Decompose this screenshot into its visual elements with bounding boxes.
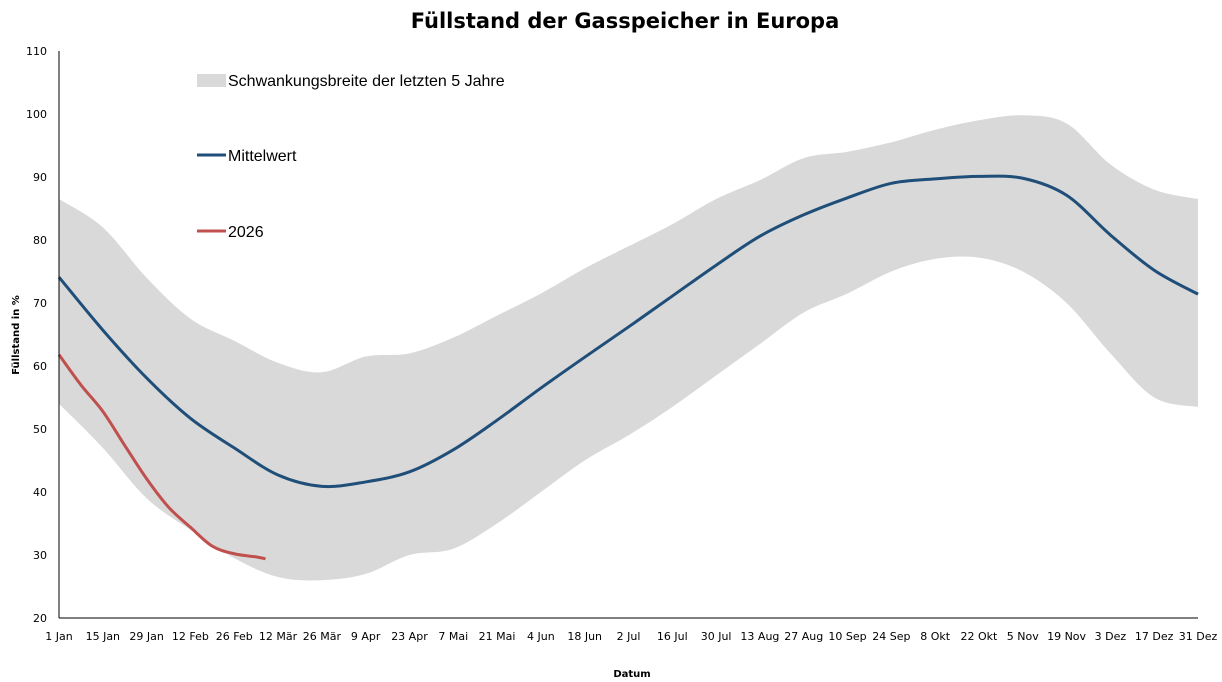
y-tick-label: 20 bbox=[33, 612, 47, 625]
x-tick-label: 9 Apr bbox=[351, 630, 381, 643]
x-tick-label: 30 Jul bbox=[701, 630, 732, 643]
x-tick-label: 26 Feb bbox=[216, 630, 253, 643]
legend-swatch-band bbox=[197, 74, 226, 87]
x-tick-label: 8 Okt bbox=[920, 630, 951, 643]
x-tick-label: 15 Jan bbox=[86, 630, 120, 643]
chart-title: Füllstand der Gasspeicher in Europa bbox=[411, 9, 840, 33]
x-tick-label: 10 Sep bbox=[828, 630, 866, 643]
x-tick-label: 23 Apr bbox=[391, 630, 428, 643]
x-tick-label: 27 Aug bbox=[784, 630, 823, 643]
x-tick-label: 5 Nov bbox=[1007, 630, 1039, 643]
x-tick-label: 7 Mai bbox=[438, 630, 468, 643]
y-tick-label: 30 bbox=[33, 549, 47, 562]
x-tick-label: 26 Mär bbox=[303, 630, 342, 643]
y-tick-label: 70 bbox=[33, 297, 47, 310]
y-tick-label: 60 bbox=[33, 360, 47, 373]
legend-label-mean: Mittelwert bbox=[228, 148, 297, 165]
x-tick-label: 2 Jul bbox=[617, 630, 641, 643]
y-tick-label: 90 bbox=[33, 171, 47, 184]
x-tick-label: 19 Nov bbox=[1047, 630, 1086, 643]
x-tick-label: 4 Jun bbox=[527, 630, 555, 643]
x-tick-label: 16 Jul bbox=[657, 630, 688, 643]
x-tick-label: 1 Jan bbox=[45, 630, 72, 643]
y-axis-label: Füllstand in % bbox=[11, 295, 22, 375]
legend-label-band: Schwankungsbreite der letzten 5 Jahre bbox=[228, 73, 505, 90]
x-tick-label: 12 Feb bbox=[172, 630, 209, 643]
y-tick-label: 100 bbox=[26, 108, 47, 121]
y-tick-label: 80 bbox=[33, 234, 47, 247]
x-tick-label: 18 Jun bbox=[567, 630, 602, 643]
x-tick-label: 31 Dez bbox=[1179, 630, 1218, 643]
x-tick-label: 24 Sep bbox=[872, 630, 910, 643]
legend: Schwankungsbreite der letzten 5 Jahre Mi… bbox=[197, 73, 505, 241]
y-tick-label: 50 bbox=[33, 423, 47, 436]
x-tick-label: 17 Dez bbox=[1135, 630, 1174, 643]
legend-label-2026: 2026 bbox=[228, 224, 264, 241]
x-axis-label: Datum bbox=[613, 669, 650, 680]
x-tick-label: 3 Dez bbox=[1095, 630, 1127, 643]
x-tick-label: 21 Mai bbox=[479, 630, 516, 643]
x-tick-label: 12 Mär bbox=[259, 630, 298, 643]
band-range-area bbox=[59, 115, 1198, 581]
y-tick-label: 40 bbox=[33, 486, 47, 499]
x-tick-label: 29 Jan bbox=[129, 630, 163, 643]
x-tick-label: 22 Okt bbox=[961, 630, 999, 643]
x-tick-label: 13 Aug bbox=[740, 630, 779, 643]
y-tick-label: 110 bbox=[26, 45, 47, 58]
